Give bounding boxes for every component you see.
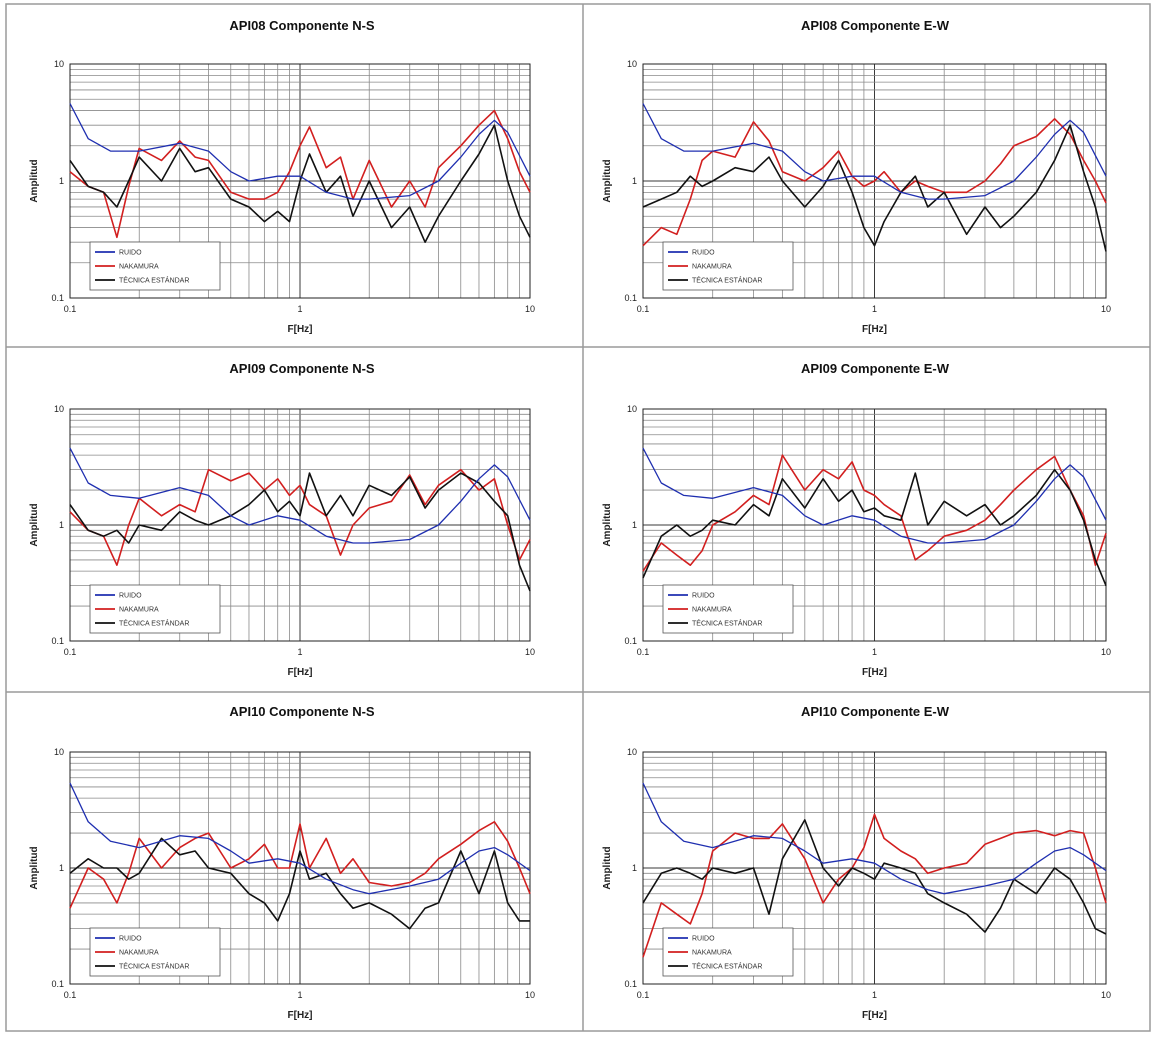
x-tick-label: 1 [297,647,302,657]
x-tick-label: 1 [297,990,302,1000]
y-axis-label: Amplitud [29,846,40,889]
x-axis-label: F[Hz] [288,1010,313,1021]
x-axis-label: F[Hz] [288,667,313,678]
y-tick-labels: 0.1 1 10 [51,59,64,303]
y-tick-label: 10 [627,59,637,69]
x-tick-label: 0.1 [637,304,650,314]
x-axis-label: F[Hz] [862,667,887,678]
x-tick-labels: 0.1 1 10 [637,304,1111,314]
x-tick-labels: 0.1 1 10 [64,304,535,314]
legend: RUIDO NAKAMURA TÉCNICA ESTÁNDAR [90,585,220,633]
y-tick-label: 10 [627,404,637,414]
legend-label: TÉCNICA ESTÁNDAR [692,276,762,285]
y-axis-label: Amplitud [29,503,40,546]
legend-label: RUIDO [692,250,715,257]
legend-label: NAKAMURA [119,950,159,957]
x-tick-label: 10 [1101,304,1111,314]
y-tick-label: 1 [59,176,64,186]
y-tick-label: 0.1 [51,979,64,989]
y-axis-label: Amplitud [602,846,613,889]
x-tick-label: 1 [872,647,877,657]
legend-label: RUIDO [119,250,142,257]
x-axis-label: F[Hz] [288,324,313,335]
legend-label: TÉCNICA ESTÁNDAR [119,619,189,628]
x-tick-label: 10 [1101,990,1111,1000]
y-axis-label: Amplitud [602,159,613,202]
legend-label: RUIDO [692,593,715,600]
y-tick-label: 0.1 [51,636,64,646]
legend-label: RUIDO [119,593,142,600]
y-tick-label: 1 [59,520,64,530]
legend-label: NAKAMURA [692,607,732,614]
y-tick-label: 0.1 [624,293,637,303]
legend: RUIDO NAKAMURA TÉCNICA ESTÁNDAR [663,928,793,976]
y-tick-label: 0.1 [624,979,637,989]
y-tick-label: 1 [632,176,637,186]
y-tick-label: 10 [54,404,64,414]
y-tick-labels: 0.1 1 10 [624,404,637,646]
x-tick-label: 0.1 [64,304,77,314]
chart-panel-3: API09 Componente N-S 0.1 1 10 0.1 1 10 F[Hz] Amp… [29,361,535,678]
x-tick-label: 10 [525,304,535,314]
chart-title: API09 Componente N-S [229,361,375,376]
chart-title: API09 Componente E-W [801,361,950,376]
legend-label: NAKAMURA [119,607,159,614]
y-tick-label: 0.1 [51,293,64,303]
x-tick-label: 10 [525,647,535,657]
y-tick-labels: 0.1 1 10 [624,747,637,989]
x-tick-label: 10 [1101,647,1111,657]
y-tick-label: 0.1 [624,636,637,646]
chart-title: API10 Componente E-W [801,704,950,719]
legend: RUIDO NAKAMURA TÉCNICA ESTÁNDAR [663,242,793,290]
legend: RUIDO NAKAMURA TÉCNICA ESTÁNDAR [90,928,220,976]
x-tick-labels: 0.1 1 10 [637,647,1111,657]
legend-label: TÉCNICA ESTÁNDAR [692,962,762,971]
y-tick-labels: 0.1 1 10 [51,404,64,646]
x-tick-labels: 0.1 1 10 [637,990,1111,1000]
y-axis-label: Amplitud [29,159,40,202]
legend: RUIDO NAKAMURA TÉCNICA ESTÁNDAR [663,585,793,633]
chart-title: API08 Componente N-S [229,18,375,33]
y-tick-label: 1 [59,863,64,873]
x-tick-label: 1 [872,304,877,314]
y-tick-label: 1 [632,520,637,530]
chart-panels: API08 Componente N-S 0.1 1 10 0.1 1 10 F[Hz] Amp… [29,18,1111,1021]
y-tick-label: 10 [627,747,637,757]
x-tick-label: 10 [525,990,535,1000]
legend: RUIDO NAKAMURA TÉCNICA ESTÁNDAR [90,242,220,290]
y-tick-labels: 0.1 1 10 [624,59,637,303]
x-axis-label: F[Hz] [862,324,887,335]
x-axis-label: F[Hz] [862,1010,887,1021]
chart-title: API08 Componente E-W [801,18,950,33]
x-tick-label: 0.1 [637,647,650,657]
legend-label: TÉCNICA ESTÁNDAR [119,276,189,285]
y-tick-label: 10 [54,747,64,757]
chart-panel-6: API10 Componente E-W 0.1 1 10 0.1 1 10 F[Hz] Amp… [602,704,1111,1021]
legend-label: NAKAMURA [692,950,732,957]
legend-label: NAKAMURA [119,264,159,271]
legend-label: TÉCNICA ESTÁNDAR [119,962,189,971]
x-tick-labels: 0.1 1 10 [64,990,535,1000]
x-tick-label: 1 [297,304,302,314]
y-tick-label: 10 [54,59,64,69]
chart-panel-5: API10 Componente N-S 0.1 1 10 0.1 1 10 F[Hz] Amp… [29,704,535,1021]
x-tick-label: 0.1 [64,647,77,657]
chart-title: API10 Componente N-S [229,704,375,719]
x-tick-labels: 0.1 1 10 [64,647,535,657]
chart-panel-1: API08 Componente N-S 0.1 1 10 0.1 1 10 F[Hz] Amp… [29,18,535,335]
legend-label: RUIDO [692,936,715,943]
x-tick-label: 1 [872,990,877,1000]
chart-panel-4: API09 Componente E-W 0.1 1 10 0.1 1 10 F[Hz] Amp… [602,361,1111,678]
legend-label: TÉCNICA ESTÁNDAR [692,619,762,628]
y-tick-label: 1 [632,863,637,873]
y-tick-labels: 0.1 1 10 [51,747,64,989]
x-tick-label: 0.1 [64,990,77,1000]
y-axis-label: Amplitud [602,503,613,546]
legend-label: NAKAMURA [692,264,732,271]
x-tick-label: 0.1 [637,990,650,1000]
chart-panel-2: API08 Componente E-W 0.1 1 10 0.1 1 10 F[Hz] Amp… [602,18,1111,335]
legend-label: RUIDO [119,936,142,943]
